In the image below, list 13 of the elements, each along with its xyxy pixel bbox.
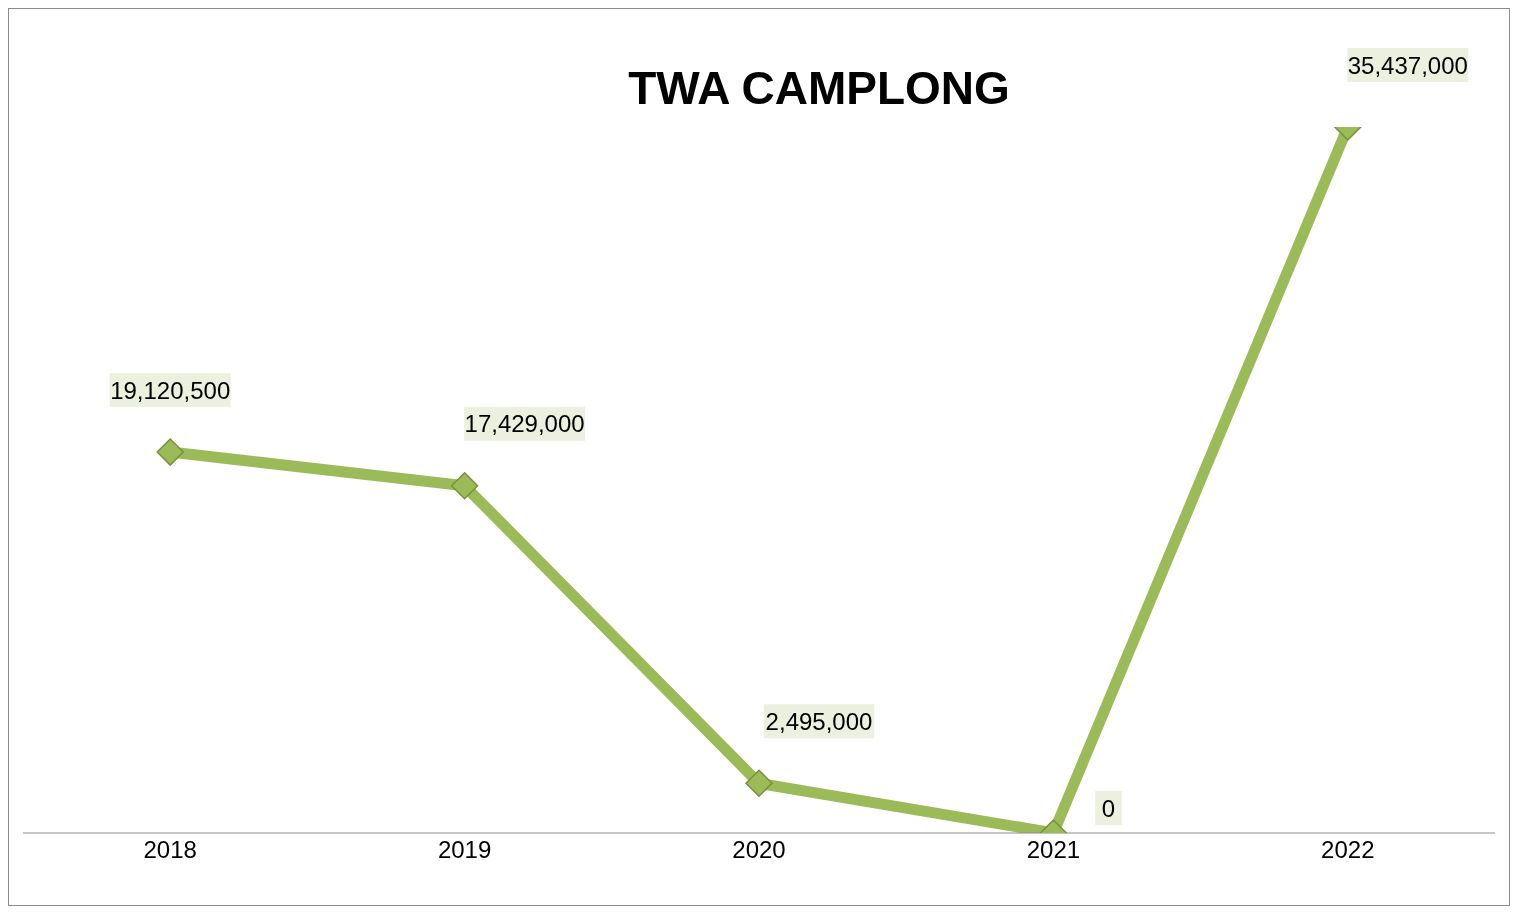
data-label: 0 [1101, 794, 1116, 822]
x-tick-label: 2022 [1321, 836, 1375, 864]
point [156, 438, 184, 466]
data-label: 35,437,000 [1347, 51, 1468, 79]
point [450, 472, 479, 500]
chart-title: TWA CAMPLONG [628, 62, 1010, 114]
x-tick-label: 2018 [143, 836, 197, 864]
x-tick-label: 2021 [1026, 836, 1081, 864]
data-label: 19,120,500 [110, 376, 231, 404]
x-tick-label: 2020 [732, 836, 786, 864]
x-tick-label: 2019 [437, 836, 492, 864]
data-label: 17,429,000 [464, 410, 585, 438]
data-label: 2,495,000 [765, 707, 873, 735]
